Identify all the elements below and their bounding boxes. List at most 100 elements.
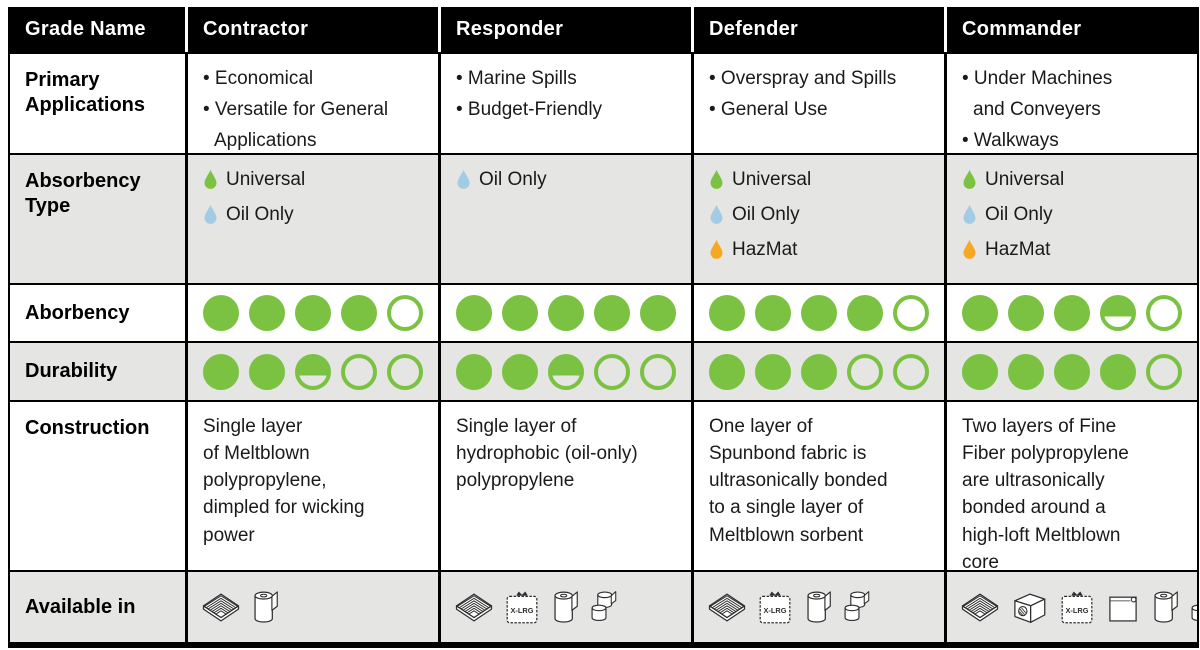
droplet-icon [204, 204, 217, 224]
durability-rating-responder [441, 343, 691, 400]
absorbency-type-label: HazMat [732, 238, 798, 260]
roll-icon [254, 590, 278, 623]
droplet-icon [963, 204, 976, 224]
rating-dot-empty [387, 295, 423, 331]
absorbency-rating-commander [947, 285, 1197, 341]
bullet-item: • Under Machines and Conveyers [962, 68, 1113, 120]
roll-icon [554, 590, 578, 623]
absorbency-type-item: Oil Only [203, 203, 428, 226]
primary-applications-responder: • Marine Spills • Budget-Friendly [441, 54, 691, 153]
rating-dot-empty [893, 295, 929, 331]
rating-dot-full [709, 353, 745, 390]
rating-dot-full [295, 295, 331, 331]
bullet-item: • Budget-Friendly [456, 98, 603, 120]
svg-text:X-LRG: X-LRG [511, 605, 534, 614]
rating-dot-half [295, 353, 331, 390]
column-header-contractor: Contractor [188, 7, 438, 52]
droplet-icon [963, 169, 976, 189]
rating-dot-empty [341, 353, 377, 390]
durability-rating-defender [694, 343, 944, 400]
row-label-construction: Construction [10, 402, 185, 570]
rating-dot-full [640, 295, 676, 331]
rating-dot-empty [640, 353, 676, 390]
primary-applications-commander: • Under Machines and Conveyers • Walkways [947, 54, 1197, 153]
rating-dot-full [203, 353, 239, 390]
absorbency-type-item: Universal [203, 168, 428, 191]
row-label-absorbency-type: Absorbency Type [10, 155, 185, 283]
absorbency-type-label: Universal [732, 168, 812, 190]
construction-defender: One layer of Spunbond fabric is ultrason… [694, 402, 944, 570]
absorbency-type-label: Oil Only [226, 203, 294, 225]
rating-dot-full [962, 295, 998, 331]
absorbency-type-item: Universal [709, 168, 934, 191]
rating-dot-full [456, 353, 492, 390]
split-roll-icon [1191, 604, 1197, 621]
rating-dot-full [847, 295, 883, 331]
rating-dot-full [755, 295, 791, 331]
available-in-contractor [188, 572, 438, 642]
durability-rating-contractor [188, 343, 438, 400]
rating-dot-full [962, 353, 998, 390]
available-in-defender: X-LRG [694, 572, 944, 642]
column-header-commander: Commander [947, 7, 1197, 52]
rating-dot-empty [1146, 295, 1182, 331]
rating-dot-empty [847, 353, 883, 390]
available-in-responder: X-LRG [441, 572, 691, 642]
rating-dot-full [709, 295, 745, 331]
droplet-icon [710, 239, 723, 259]
bullet-item: • Marine Spills [456, 68, 577, 89]
droplet-icon [710, 169, 723, 189]
absorbency-type-label: Universal [226, 168, 306, 190]
durability-rating-commander [947, 343, 1197, 400]
row-label-available-in: Available in [10, 572, 185, 642]
absorbency-type-commander: Universal Oil Only HazMat [947, 155, 1197, 283]
pad-stack-icon [708, 593, 746, 621]
construction-commander: Two layers of Fine Fiber polypropylene a… [947, 402, 1197, 570]
bullet-item: • Economical [203, 68, 314, 89]
pad-stack-icon [455, 593, 493, 621]
row-label-primary-applications: Primary Applications [10, 54, 185, 153]
available-in-commander: X-LRG [947, 572, 1197, 642]
rating-dot-empty [1146, 353, 1182, 390]
roll-icon [1154, 590, 1178, 623]
column-header-grade-name: Grade Name [10, 7, 185, 52]
droplet-icon [204, 169, 217, 189]
absorbency-type-item: Universal [962, 168, 1187, 191]
construction-responder: Single layer of hydrophobic (oil-only) p… [441, 402, 691, 570]
svg-text:X-LRG: X-LRG [764, 605, 787, 614]
rating-dot-full [1054, 353, 1090, 390]
bullet-item: • Overspray and Spills [709, 68, 897, 89]
droplet-icon [710, 204, 723, 224]
table-bottom-rule [8, 642, 1199, 648]
absorbency-type-item: Oil Only [962, 203, 1187, 226]
column-header-defender: Defender [694, 7, 944, 52]
absorbency-type-label: Oil Only [732, 203, 800, 225]
construction-contractor: Single layer of Meltblown polypropylene,… [188, 402, 438, 570]
rating-dot-empty [594, 353, 630, 390]
svg-text:X-LRG: X-LRG [1066, 605, 1089, 614]
pad-stack-icon [202, 593, 240, 621]
rating-dot-full [341, 295, 377, 331]
rating-dot-full [548, 295, 584, 331]
absorbency-type-label: Oil Only [479, 168, 547, 190]
primary-applications-defender: • Overspray and Spills • General Use [694, 54, 944, 153]
rating-dot-full [801, 353, 837, 390]
absorbency-type-item: HazMat [962, 238, 1187, 261]
dispenser-box-icon [1014, 593, 1046, 623]
absorbency-rating-responder [441, 285, 691, 341]
rating-dot-full [502, 353, 538, 390]
absorbency-type-responder: Oil Only [441, 155, 691, 283]
xlrg-pad-icon: X-LRG [506, 590, 538, 623]
rating-dot-full [203, 295, 239, 331]
rating-dot-empty [387, 353, 423, 390]
rating-dot-empty [893, 353, 929, 390]
primary-applications-contractor: • Economical • Versatile for General Appl… [188, 54, 438, 153]
absorbency-type-label: Oil Only [985, 203, 1053, 225]
rating-dot-full [1100, 353, 1136, 390]
split-roll-icon [844, 590, 870, 621]
split-roll-icon [591, 590, 617, 621]
mat-icon [1109, 596, 1137, 622]
rating-dot-full [801, 295, 837, 331]
rating-dot-full [249, 353, 285, 390]
absorbency-type-defender: Universal Oil Only HazMat [694, 155, 944, 283]
